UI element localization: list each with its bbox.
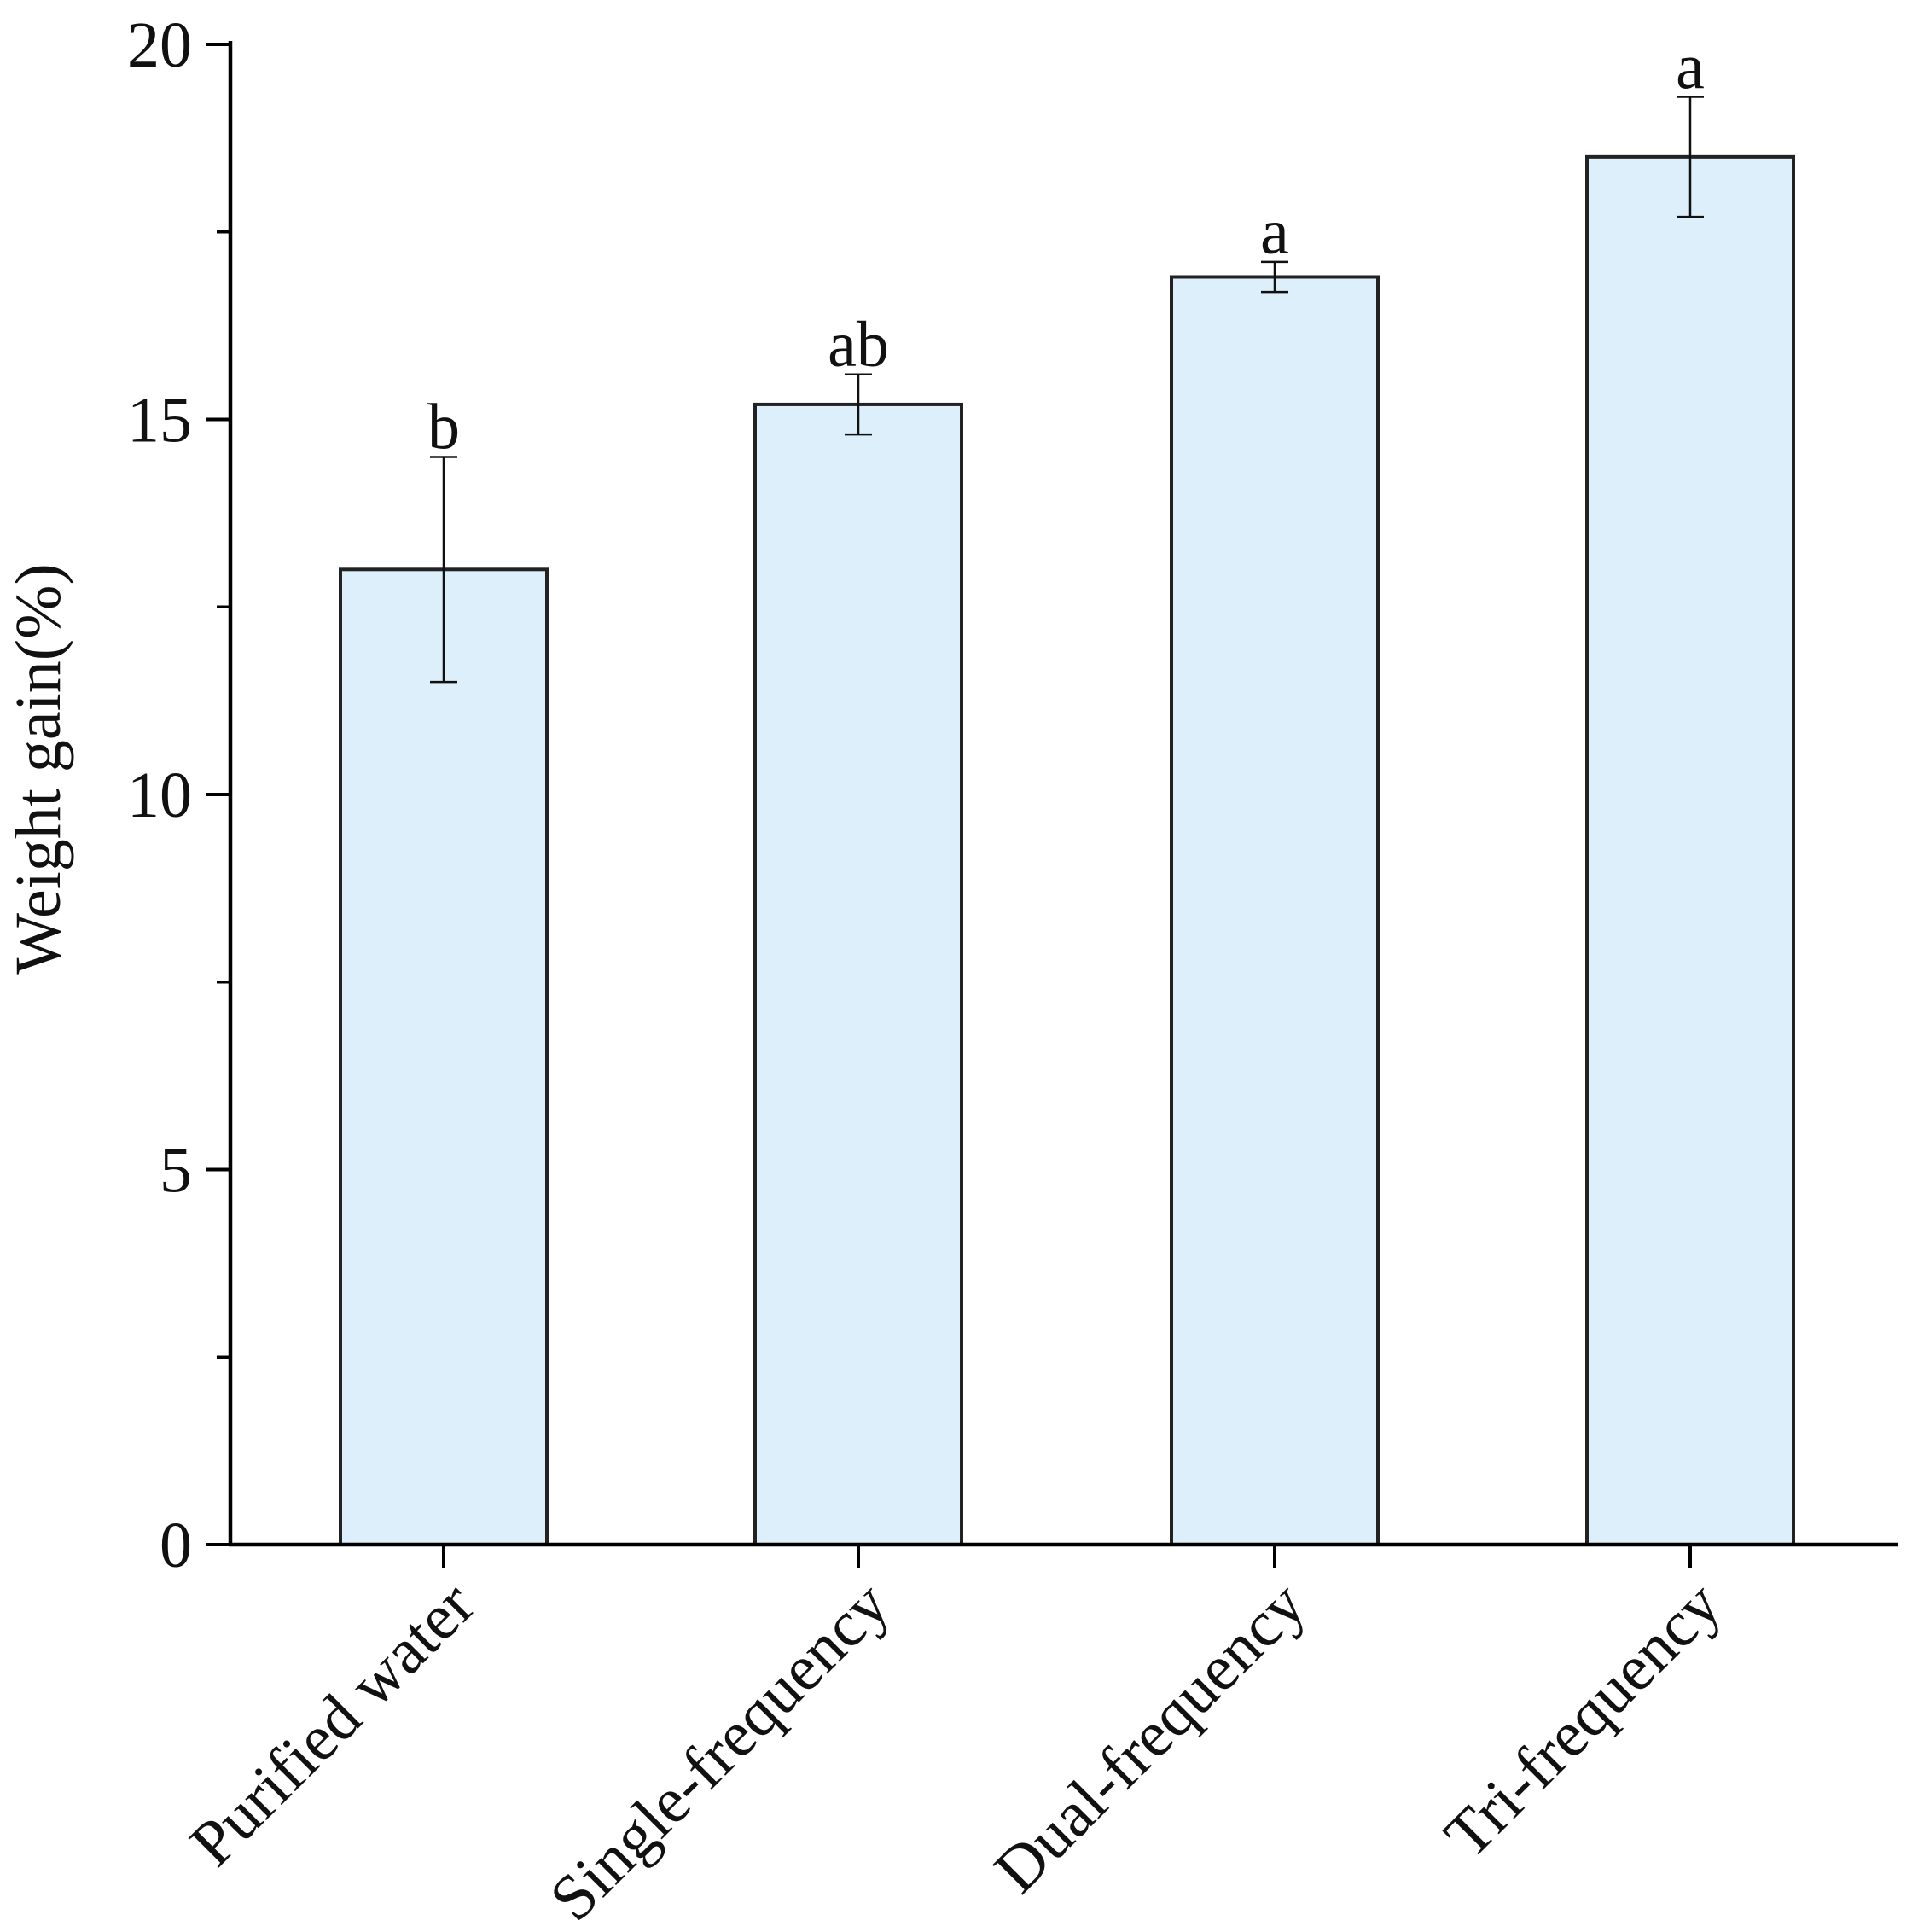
bar-2 — [1170, 275, 1380, 1546]
category-label-2: Dual-frequency — [980, 1568, 1319, 1907]
y-tick-label-3: 15 — [127, 385, 192, 457]
significance-label-1: ab — [828, 309, 889, 381]
y-tick-label-2: 10 — [127, 759, 192, 831]
y-tick-label-0: 0 — [160, 1510, 192, 1581]
y-tick-label-4: 20 — [127, 9, 192, 81]
axes-layer — [206, 41, 1898, 1568]
significance-label-3: a — [1676, 32, 1705, 103]
y-axis-title: Weight gain(%) — [3, 563, 74, 974]
bars-layer — [339, 154, 1795, 1547]
significance-label-0: b — [427, 391, 460, 463]
category-label-3: Tri-frequency — [1431, 1568, 1735, 1872]
y-tick-label-1: 5 — [160, 1135, 192, 1207]
significance-label-2: a — [1260, 196, 1289, 268]
error-bars-layer — [430, 96, 1704, 684]
category-label-1: Single-frequency — [537, 1568, 903, 1928]
bar-3 — [1585, 154, 1795, 1547]
bar-1 — [753, 402, 963, 1546]
category-label-0: Purified water — [177, 1568, 488, 1880]
bar-0 — [339, 567, 549, 1546]
